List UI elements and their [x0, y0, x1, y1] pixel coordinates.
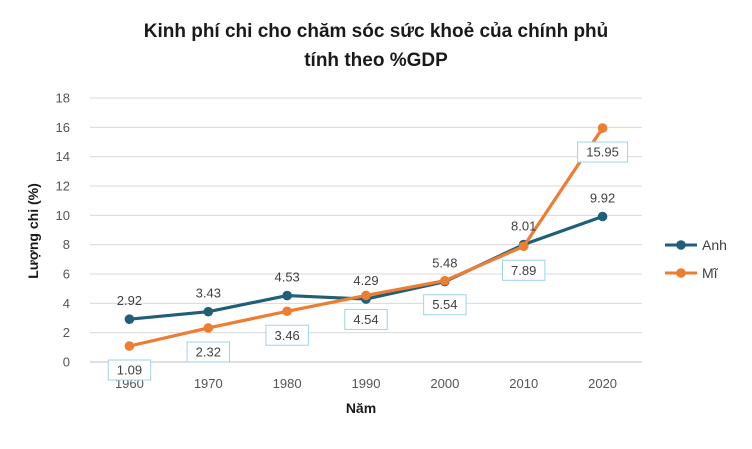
x-tick-label: 1990	[352, 376, 381, 391]
data-point	[203, 306, 214, 317]
legend-marker	[676, 268, 686, 278]
data-label: 3.46	[274, 328, 299, 343]
data-label: 4.53	[274, 270, 299, 285]
data-point	[597, 211, 608, 222]
data-label: 7.89	[511, 263, 536, 278]
data-point	[440, 275, 450, 286]
data-label-box	[577, 141, 629, 163]
legend-entry: Mĩ	[665, 265, 719, 281]
data-point	[361, 290, 371, 301]
data-point	[203, 323, 214, 333]
data-label: 1.09	[117, 363, 142, 378]
data-label-box	[107, 359, 152, 381]
chart-title-line-1: Kinh phí chi cho chăm sóc sức khoẻ của c…	[144, 21, 609, 42]
y-tick-label: 16	[56, 120, 70, 135]
data-label-box	[265, 324, 309, 346]
x-tick-label: 1980	[273, 376, 302, 391]
data-point	[124, 314, 135, 324]
data-point	[597, 123, 608, 133]
data-label: 8.01	[511, 219, 536, 234]
y-tick-label: 12	[56, 179, 70, 194]
legend-marker	[676, 240, 686, 250]
legend: Anh Mĩ	[665, 237, 727, 281]
data-point	[124, 341, 135, 351]
series-mi	[124, 123, 608, 351]
data-label: 2.32	[196, 344, 221, 359]
legend-label: Anh	[702, 237, 727, 253]
x-tick-label: 2020	[588, 376, 617, 391]
data-label: 15.95	[586, 145, 619, 160]
x-tick-label: 2010	[509, 376, 538, 391]
data-label: 2.92	[117, 293, 142, 308]
data-label: 9.92	[590, 191, 615, 206]
data-label: 4.29	[353, 273, 378, 288]
data-labels: 2.92 3.43 4.53 4.29 5.48 8.01 9.92 1.09 2.32 3.46…	[107, 141, 629, 381]
x-tick-label: 2000	[430, 376, 459, 391]
x-axis-title: Năm	[346, 400, 376, 416]
data-label: 5.48	[432, 256, 457, 271]
data-point	[282, 290, 292, 301]
legend-label: Mĩ	[702, 265, 719, 281]
data-label: 5.54	[432, 297, 457, 312]
y-tick-label: 10	[56, 208, 70, 223]
y-tick-label: 2	[63, 325, 70, 340]
data-point	[518, 241, 529, 252]
legend-entry: Anh	[665, 237, 727, 253]
data-label-box	[186, 341, 230, 363]
y-tick-label: 6	[63, 267, 70, 282]
data-label-box	[502, 259, 546, 281]
chart-title-line-2: tính theo %GDP	[304, 50, 448, 71]
y-tick-label: 4	[63, 296, 70, 311]
data-label: 4.54	[353, 312, 378, 327]
data-label: 3.43	[196, 286, 221, 301]
y-tick-label: 8	[63, 237, 70, 252]
x-axis-ticks: 1960 1970 1980 1990 2000 2010 2020	[115, 376, 617, 391]
y-tick-label: 14	[56, 149, 70, 164]
data-label-box	[423, 294, 467, 316]
y-tick-label: 18	[56, 91, 70, 106]
data-label-box	[344, 308, 388, 330]
y-axis-title: Lượng chi (%)	[25, 183, 41, 279]
x-tick-label: 1970	[194, 376, 223, 391]
y-tick-label: 0	[63, 355, 70, 370]
y-axis-ticks: 0 2 4 6 8 10 12 14 16 18	[56, 91, 70, 370]
data-point	[282, 306, 292, 317]
series-layer	[124, 123, 608, 351]
